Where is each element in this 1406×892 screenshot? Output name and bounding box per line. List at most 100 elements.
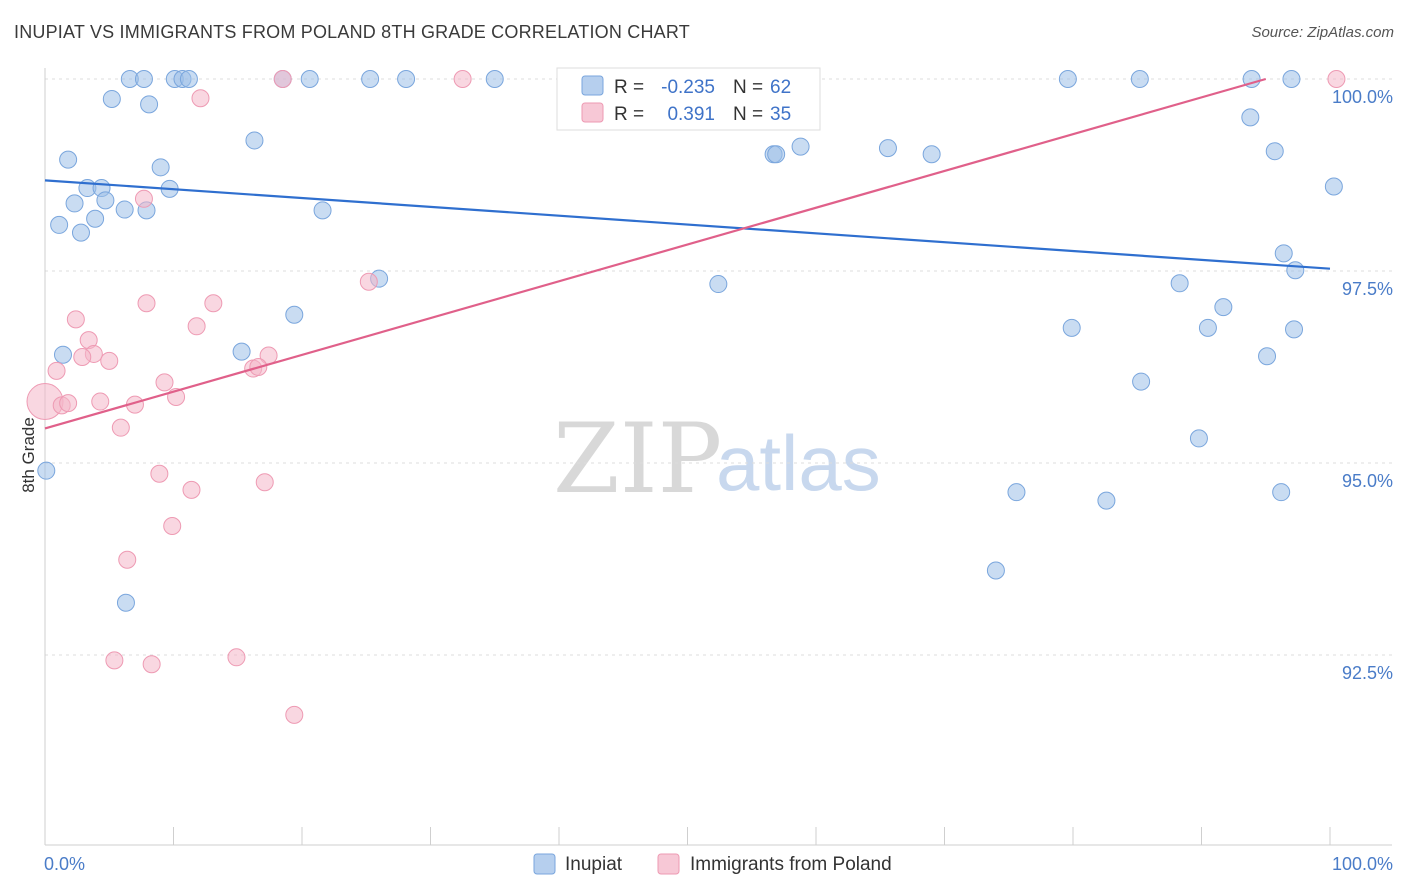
legend-n-label-inupiat: N =: [733, 77, 763, 98]
poland-point: [59, 394, 78, 413]
inupiat-point: [767, 145, 786, 164]
stats-legend: R = -0.235 N = 62 R = 0.391 N = 35: [556, 67, 821, 131]
poland-point: [73, 348, 92, 367]
inupiat-point: [878, 139, 897, 158]
poland-point: [1327, 70, 1346, 88]
axes: [44, 68, 1392, 846]
inupiat-point: [59, 150, 78, 169]
poland-point: [163, 516, 182, 535]
inupiat-trend-line: [44, 179, 1331, 270]
inupiat-point: [1258, 347, 1277, 366]
inupiat-point: [1282, 70, 1301, 88]
poland-point: [182, 480, 201, 499]
inupiat-point: [1198, 318, 1217, 337]
inupiat-point: [50, 215, 69, 234]
inupiat-point: [1062, 318, 1081, 337]
inupiat-point: [102, 89, 121, 108]
inupiat-point: [86, 209, 105, 228]
inupiat-point: [313, 201, 332, 220]
poland-point: [105, 651, 124, 670]
inupiat-point: [1170, 274, 1189, 293]
poland-point: [111, 418, 130, 437]
inupiat-point: [709, 275, 728, 294]
inupiat-point: [96, 191, 115, 210]
poland-point: [204, 294, 223, 313]
inupiat-point: [71, 223, 90, 242]
poland-point: [453, 70, 472, 88]
y-tick-labels: 100.0% 97.5% 95.0% 92.5%: [1332, 87, 1393, 683]
inupiat-point: [1272, 483, 1291, 502]
legend-n-value-poland: 35: [770, 104, 791, 125]
series-legend-label-inupiat: Inupiat: [565, 854, 623, 875]
series-legend-swatch-poland: [657, 853, 680, 875]
legend-swatch-poland: [581, 102, 604, 123]
legend-r-label-poland: R =: [614, 104, 644, 125]
inupiat-point: [140, 95, 159, 114]
inupiat-points: [37, 70, 1343, 612]
poland-points: [26, 70, 1346, 724]
inupiat-point: [65, 194, 84, 213]
poland-point: [137, 294, 156, 313]
poland-point: [100, 351, 119, 370]
inupiat-point: [1132, 372, 1151, 391]
poland-point: [187, 317, 206, 336]
inupiat-point: [179, 70, 198, 88]
legend-r-value-poland: 0.391: [667, 104, 715, 125]
poland-point: [227, 648, 246, 667]
inupiat-point: [232, 342, 251, 361]
y-tick-label: 95.0%: [1342, 471, 1393, 491]
source-label: Source: ZipAtlas.com: [1251, 24, 1394, 41]
legend-r-value-inupiat: -0.235: [661, 77, 715, 98]
poland-point: [91, 392, 110, 411]
inupiat-point: [1286, 261, 1305, 280]
inupiat-point: [1285, 320, 1304, 339]
legend-n-value-inupiat: 62: [770, 77, 791, 98]
poland-point: [66, 310, 85, 329]
inupiat-point: [1265, 142, 1284, 161]
watermark-zip: ZIP: [553, 403, 722, 515]
inupiat-point: [1241, 108, 1260, 127]
inupiat-point: [1189, 429, 1208, 448]
watermark-atlas: atlas: [716, 419, 881, 507]
inupiat-point: [1214, 298, 1233, 317]
chart-title: INUPIAT VS IMMIGRANTS FROM POLAND 8TH GR…: [14, 22, 690, 42]
poland-point: [150, 464, 169, 483]
y-tick-label: 100.0%: [1332, 87, 1393, 107]
poland-point: [47, 361, 66, 380]
inupiat-point: [53, 345, 72, 364]
inupiat-point: [1058, 70, 1077, 88]
legend-n-label-poland: N =: [733, 104, 763, 125]
poland-point: [255, 473, 274, 492]
y-axis-title: 8th Grade: [19, 417, 38, 493]
poland-point: [191, 89, 210, 108]
poland-point: [273, 70, 292, 88]
poland-trend-line: [44, 77, 1267, 430]
inupiat-point: [1274, 244, 1293, 263]
inupiat-point: [1007, 483, 1026, 502]
inupiat-point: [285, 305, 304, 324]
inupiat-point: [922, 145, 941, 164]
watermark: ZIP atlas: [553, 403, 881, 515]
inupiat-point: [1130, 70, 1149, 88]
inupiat-point: [151, 158, 170, 177]
poland-point: [155, 373, 174, 392]
inupiat-point: [37, 461, 56, 480]
inupiat-point: [1324, 177, 1343, 196]
poland-point: [118, 550, 137, 569]
series-legend: Inupiat Immigrants from Poland: [533, 853, 892, 875]
inupiat-point: [245, 131, 264, 150]
inupiat-point: [397, 70, 416, 88]
inupiat-point: [1097, 491, 1116, 510]
inupiat-point: [361, 70, 380, 88]
poland-point: [285, 705, 304, 724]
inupiat-point: [116, 593, 135, 612]
legend-swatch-inupiat: [581, 75, 604, 96]
x-tick-min: 0.0%: [44, 854, 85, 874]
inupiat-point: [115, 200, 134, 219]
y-tick-label: 97.5%: [1342, 279, 1393, 299]
inupiat-point: [134, 70, 153, 88]
inupiat-point: [485, 70, 504, 88]
trend-lines: [44, 77, 1331, 430]
y-tick-label: 92.5%: [1342, 663, 1393, 683]
inupiat-point: [986, 561, 1005, 580]
